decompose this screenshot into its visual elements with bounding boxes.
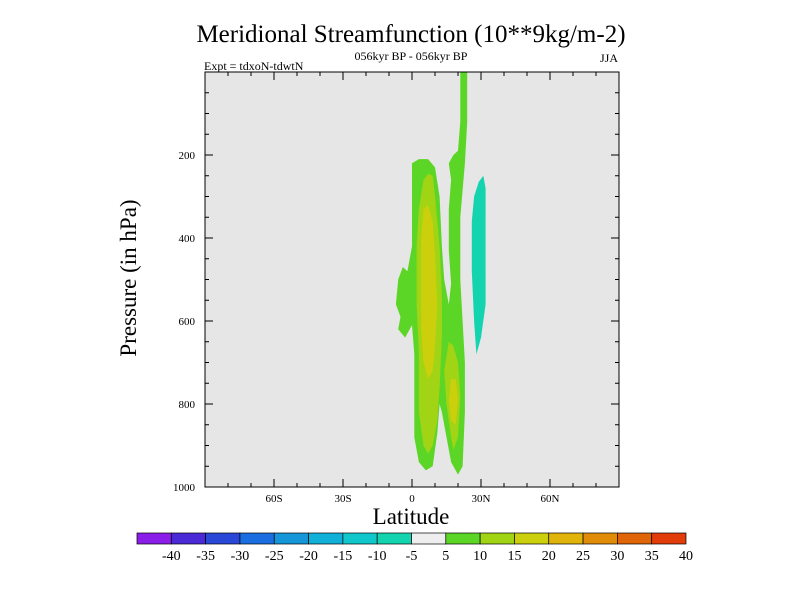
expt-label: Expt = tdxoN-tdwtN xyxy=(204,59,304,73)
colorbar-label: -5 xyxy=(406,549,418,564)
colorbar: -40 -35 -30 -25 -20 -15 -10 -5 5 10 15 20 25 30 35 40 xyxy=(136,532,693,564)
x-axis-label: Latitude xyxy=(373,504,450,529)
colorbar-swatch xyxy=(205,532,241,545)
y-tick-label: 400 xyxy=(179,233,196,245)
colorbar-swatch xyxy=(651,532,687,545)
colorbar-label: -25 xyxy=(265,549,284,564)
colorbar-label: 30 xyxy=(610,549,624,564)
colorbar-label: -30 xyxy=(231,549,250,564)
colorbar-swatch xyxy=(308,532,344,545)
y-tick-label: 800 xyxy=(179,399,196,411)
colorbar-label: -10 xyxy=(368,549,387,564)
colorbar-label: 15 xyxy=(507,549,521,564)
colorbar-label: 10 xyxy=(473,549,487,564)
colorbar-swatch xyxy=(514,532,550,545)
x-tick-label: 30S xyxy=(334,493,351,505)
y-tick-label: 1000 xyxy=(173,482,196,494)
colorbar-label: 25 xyxy=(576,549,590,564)
contour-pos-15-20-left xyxy=(421,204,438,380)
colorbar-swatch xyxy=(342,532,378,545)
contour-neg-5-right xyxy=(471,175,486,355)
chart-subtitle: 056kyr BP - 056kyr BP xyxy=(355,49,468,63)
colorbar-label: -20 xyxy=(299,549,318,564)
axis-ticks: 60S 30S 0 30N 60N 200 400 600 800 1000 xyxy=(173,72,619,505)
colorbar-label: 35 xyxy=(645,549,659,564)
colorbar-label: -35 xyxy=(196,549,215,564)
colorbar-label: -40 xyxy=(162,549,181,564)
x-tick-label: 60N xyxy=(541,493,560,505)
contour-regions xyxy=(395,72,486,475)
colorbar-swatch xyxy=(170,532,206,545)
colorbar-label: -15 xyxy=(334,549,353,564)
colorbar-label: 5 xyxy=(442,549,449,564)
chart-title: Meridional Streamfunction (10**9kg/m-2) xyxy=(196,21,625,48)
x-tick-label: 60S xyxy=(265,493,282,505)
y-axis-label: Pressure (in hPa) xyxy=(116,199,141,356)
colorbar-swatch xyxy=(136,532,172,545)
colorbar-swatch xyxy=(411,532,447,545)
x-tick-label: 30N xyxy=(472,493,491,505)
colorbar-swatch xyxy=(239,532,275,545)
colorbar-label: 40 xyxy=(679,549,693,564)
y-tick-label: 200 xyxy=(179,150,196,162)
y-tick-label: 600 xyxy=(179,316,196,328)
colorbar-swatch xyxy=(273,532,309,545)
x-tick-label: 0 xyxy=(409,493,415,505)
colorbar-swatch xyxy=(445,532,481,545)
colorbar-swatch xyxy=(548,532,584,545)
colorbar-swatch xyxy=(617,532,653,545)
colorbar-swatch xyxy=(376,532,412,545)
season-label: JJA xyxy=(600,51,618,65)
colorbar-swatch xyxy=(582,532,618,545)
colorbar-label: 20 xyxy=(542,549,556,564)
contour-pos-15-20-right xyxy=(448,379,458,425)
colorbar-swatch xyxy=(479,532,515,545)
